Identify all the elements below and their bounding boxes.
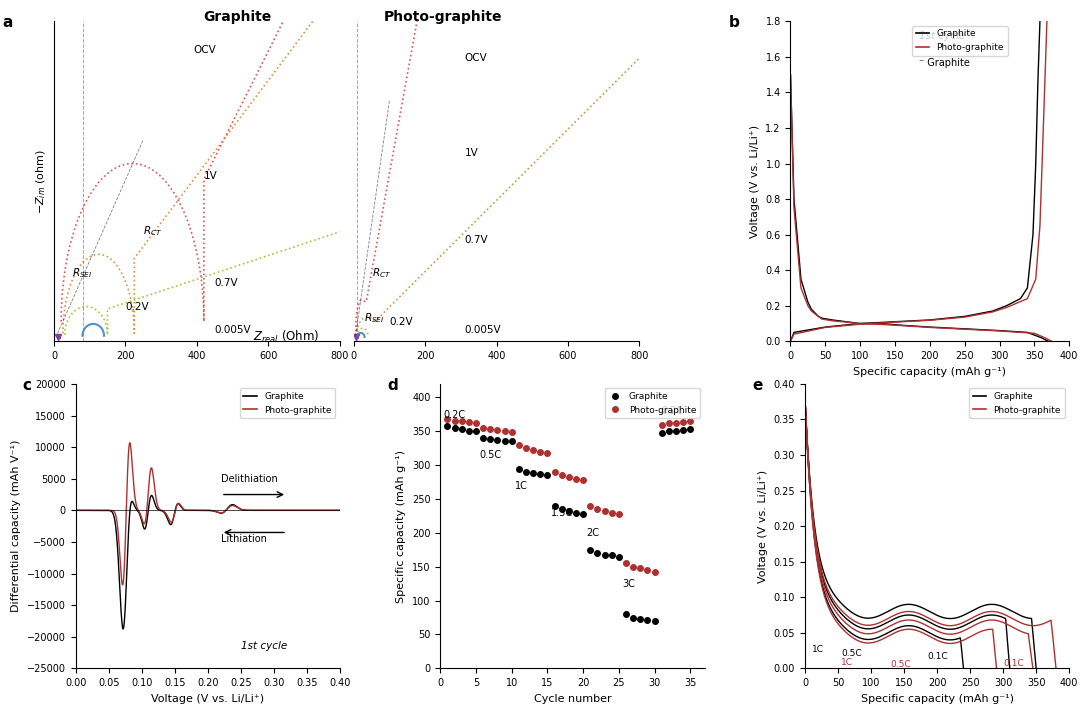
Text: 0.5C: 0.5C — [891, 660, 912, 669]
Text: b: b — [729, 15, 740, 30]
Text: 1C: 1C — [515, 481, 528, 491]
Text: 1C: 1C — [841, 658, 853, 667]
Y-axis label: Voltage (V vs. Li/Li⁺): Voltage (V vs. Li/Li⁺) — [750, 124, 760, 238]
Text: $R_{CT}$: $R_{CT}$ — [144, 225, 162, 238]
Legend: Graphite, Photo-graphite: Graphite, Photo-graphite — [913, 26, 1008, 55]
Text: 3C: 3C — [622, 579, 635, 589]
Text: 1V: 1V — [204, 171, 218, 181]
Text: 0.7V: 0.7V — [215, 278, 239, 288]
Y-axis label: $-Z_{im}$ (ohm): $-Z_{im}$ (ohm) — [35, 149, 49, 214]
Text: 2C: 2C — [586, 528, 599, 538]
Text: $R_{SEI}$: $R_{SEI}$ — [72, 266, 92, 279]
Text: Delithiation: Delithiation — [221, 474, 278, 484]
Text: ⁻ Graphite: ⁻ Graphite — [919, 58, 970, 68]
Text: 0.5C: 0.5C — [841, 648, 862, 658]
Text: e: e — [752, 378, 762, 393]
Text: d: d — [388, 378, 399, 393]
Text: 0.7V: 0.7V — [464, 235, 488, 245]
Text: 1V: 1V — [464, 148, 478, 158]
Text: 0.2C: 0.2C — [444, 410, 465, 419]
Legend: Graphite, Photo-graphite: Graphite, Photo-graphite — [969, 388, 1065, 418]
Text: 0.005V: 0.005V — [464, 326, 501, 336]
Text: 0.2C: 0.2C — [662, 407, 684, 417]
Text: Lithiation: Lithiation — [221, 534, 267, 544]
Text: OCV: OCV — [464, 53, 487, 63]
Y-axis label: Specific capacity (mAh g⁻¹): Specific capacity (mAh g⁻¹) — [396, 449, 406, 603]
X-axis label: Specific capacity (mAh g⁻¹): Specific capacity (mAh g⁻¹) — [853, 367, 1007, 377]
Text: c: c — [23, 378, 31, 393]
Text: 0.5C: 0.5C — [480, 451, 502, 461]
Y-axis label: Differential capacity (mAh V⁻¹): Differential capacity (mAh V⁻¹) — [11, 440, 22, 612]
Text: 0.1C: 0.1C — [927, 652, 948, 661]
Text: 0.005V: 0.005V — [215, 326, 252, 336]
Y-axis label: Voltage (V vs. Li/Li⁺): Voltage (V vs. Li/Li⁺) — [758, 469, 768, 583]
Text: 1.5C: 1.5C — [551, 508, 573, 518]
Text: $R_{CT}$: $R_{CT}$ — [372, 266, 391, 279]
Text: OCV: OCV — [193, 45, 216, 55]
Text: 1C: 1C — [811, 645, 824, 654]
Legend: Graphite, Photo-graphite: Graphite, Photo-graphite — [605, 388, 700, 418]
Text: $R_{SEI}$: $R_{SEI}$ — [364, 311, 384, 326]
Text: 1st cycle: 1st cycle — [241, 641, 287, 651]
Text: Photo-graphite: Photo-graphite — [383, 11, 502, 24]
X-axis label: Specific capacity (mAh g⁻¹): Specific capacity (mAh g⁻¹) — [861, 694, 1013, 704]
Text: 0.1C: 0.1C — [1003, 659, 1024, 668]
Text: $Z_{real}$ (Ohm): $Z_{real}$ (Ohm) — [253, 329, 320, 346]
Text: Graphite: Graphite — [203, 11, 272, 24]
Legend: Graphite, Photo-graphite: Graphite, Photo-graphite — [240, 388, 336, 418]
Text: 0.2V: 0.2V — [390, 318, 413, 328]
Text: 1st cycle: 1st cycle — [919, 31, 966, 41]
Text: a: a — [2, 15, 13, 30]
X-axis label: Cycle number: Cycle number — [534, 694, 611, 704]
Text: 0.2V: 0.2V — [125, 301, 149, 311]
X-axis label: Voltage (V vs. Li/Li⁺): Voltage (V vs. Li/Li⁺) — [151, 694, 265, 704]
